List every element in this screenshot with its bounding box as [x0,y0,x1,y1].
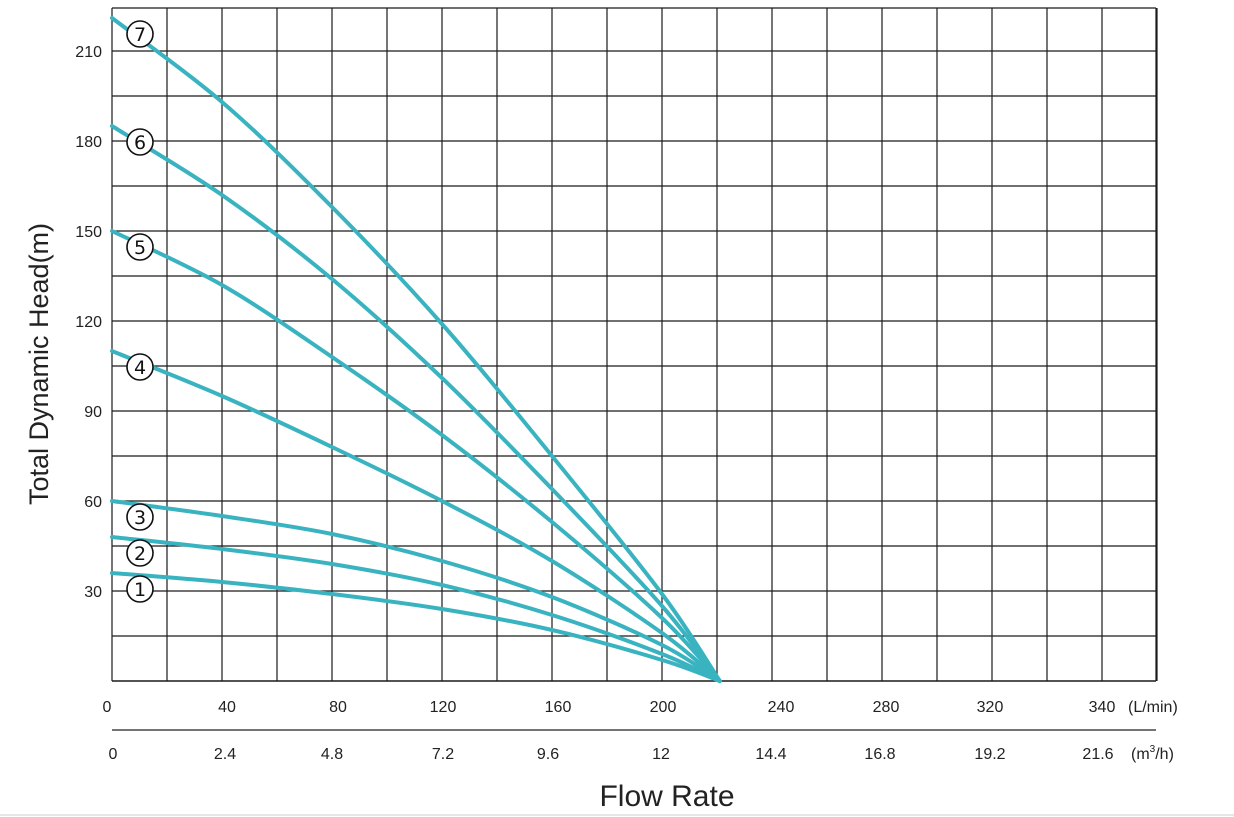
x-tick-label-m3h: 14.4 [755,746,786,763]
pump-curve-3 [110,499,722,683]
y-tick-label: 90 [84,404,102,421]
y-tick-label: 210 [75,44,102,61]
curve-label-number: 6 [134,132,146,154]
x-tick-label-lmin: 160 [545,699,572,716]
curve-label-circle [126,233,154,261]
x-tick-label-m3h: 16.8 [864,746,895,763]
x-unit-m3h-tail: /h) [1155,746,1174,763]
x-tick-label-lmin: 200 [650,699,677,716]
y-tick-label: 180 [75,134,102,151]
x-tick-label-lmin: 80 [329,699,347,716]
curve-label-circle [126,539,154,567]
curve-label-3: 3 [126,503,154,531]
curve-label-circle [126,503,154,531]
x-unit-lmin: (L/min) [1128,699,1178,716]
x-axis-title: Flow Rate [599,780,734,813]
x-tick-label-m3h: 0 [109,746,118,763]
curve-label-6: 6 [126,128,154,156]
y-axis-ticks: 30 60 90 120 150 180 210 [75,44,102,601]
x-axis-lmin-ticks: 0 40 80 120 160 200 240 280 320 340 [103,699,1116,716]
y-axis-title: Total Dynamic Head(m) [24,223,54,505]
x-tick-label-lmin: 120 [430,699,457,716]
pump-curve-2 [110,535,722,683]
curve-label-number: 2 [134,543,146,565]
curve-label-circle [126,353,154,381]
pump-curves [110,16,722,683]
curve-label-circle [126,20,154,48]
curve-label-1: 1 [126,575,154,603]
x-tick-label-m3h: 19.2 [974,746,1005,763]
x-tick-label-lmin: 0 [103,699,112,716]
x-tick-label-m3h: 21.6 [1082,746,1113,763]
x-tick-label-m3h: 2.4 [214,746,236,763]
x-unit-m3h-sup: 3 [1150,744,1156,755]
curve-labels: 1 2 3 4 5 6 7 [126,20,154,603]
pump-curve-7 [110,16,722,683]
x-tick-label-lmin: 280 [873,699,900,716]
pump-curve-4 [110,349,722,683]
x-axis-m3h-ticks: 0 2.4 4.8 7.2 9.6 12 14.4 16.8 19.2 21.6 [109,746,1114,763]
x-tick-label-m3h: 4.8 [321,746,343,763]
curve-label-number: 5 [134,237,146,259]
y-tick-label: 30 [84,584,102,601]
pump-curve-5 [110,229,722,683]
curve-label-number: 7 [134,24,146,46]
curve-label-number: 3 [134,507,146,529]
curve-label-4: 4 [126,353,154,381]
y-tick-label: 150 [75,224,102,241]
pump-curve-6 [110,124,722,683]
x-tick-label-m3h: 12 [652,746,670,763]
y-tick-label: 60 [84,494,102,511]
pump-curve-1 [110,571,722,683]
x-tick-label-lmin: 340 [1089,699,1116,716]
curve-label-7: 7 [126,20,154,48]
chart-grid [111,7,1158,682]
y-tick-label: 120 [75,314,102,331]
curve-label-circle [126,128,154,156]
x-tick-label-lmin: 40 [218,699,236,716]
curve-label-number: 1 [134,579,146,601]
curve-label-5: 5 [126,233,154,261]
curve-label-circle [126,575,154,603]
curve-label-number: 4 [134,357,146,379]
x-unit-m3h-base: (m [1131,746,1150,763]
x-tick-label-m3h: 7.2 [432,746,454,763]
x-tick-label-m3h: 9.6 [537,746,559,763]
x-tick-label-lmin: 240 [768,699,795,716]
x-tick-label-lmin: 320 [977,699,1004,716]
curve-label-2: 2 [126,539,154,567]
x-unit-m3h: (m3/h) [1131,744,1174,763]
